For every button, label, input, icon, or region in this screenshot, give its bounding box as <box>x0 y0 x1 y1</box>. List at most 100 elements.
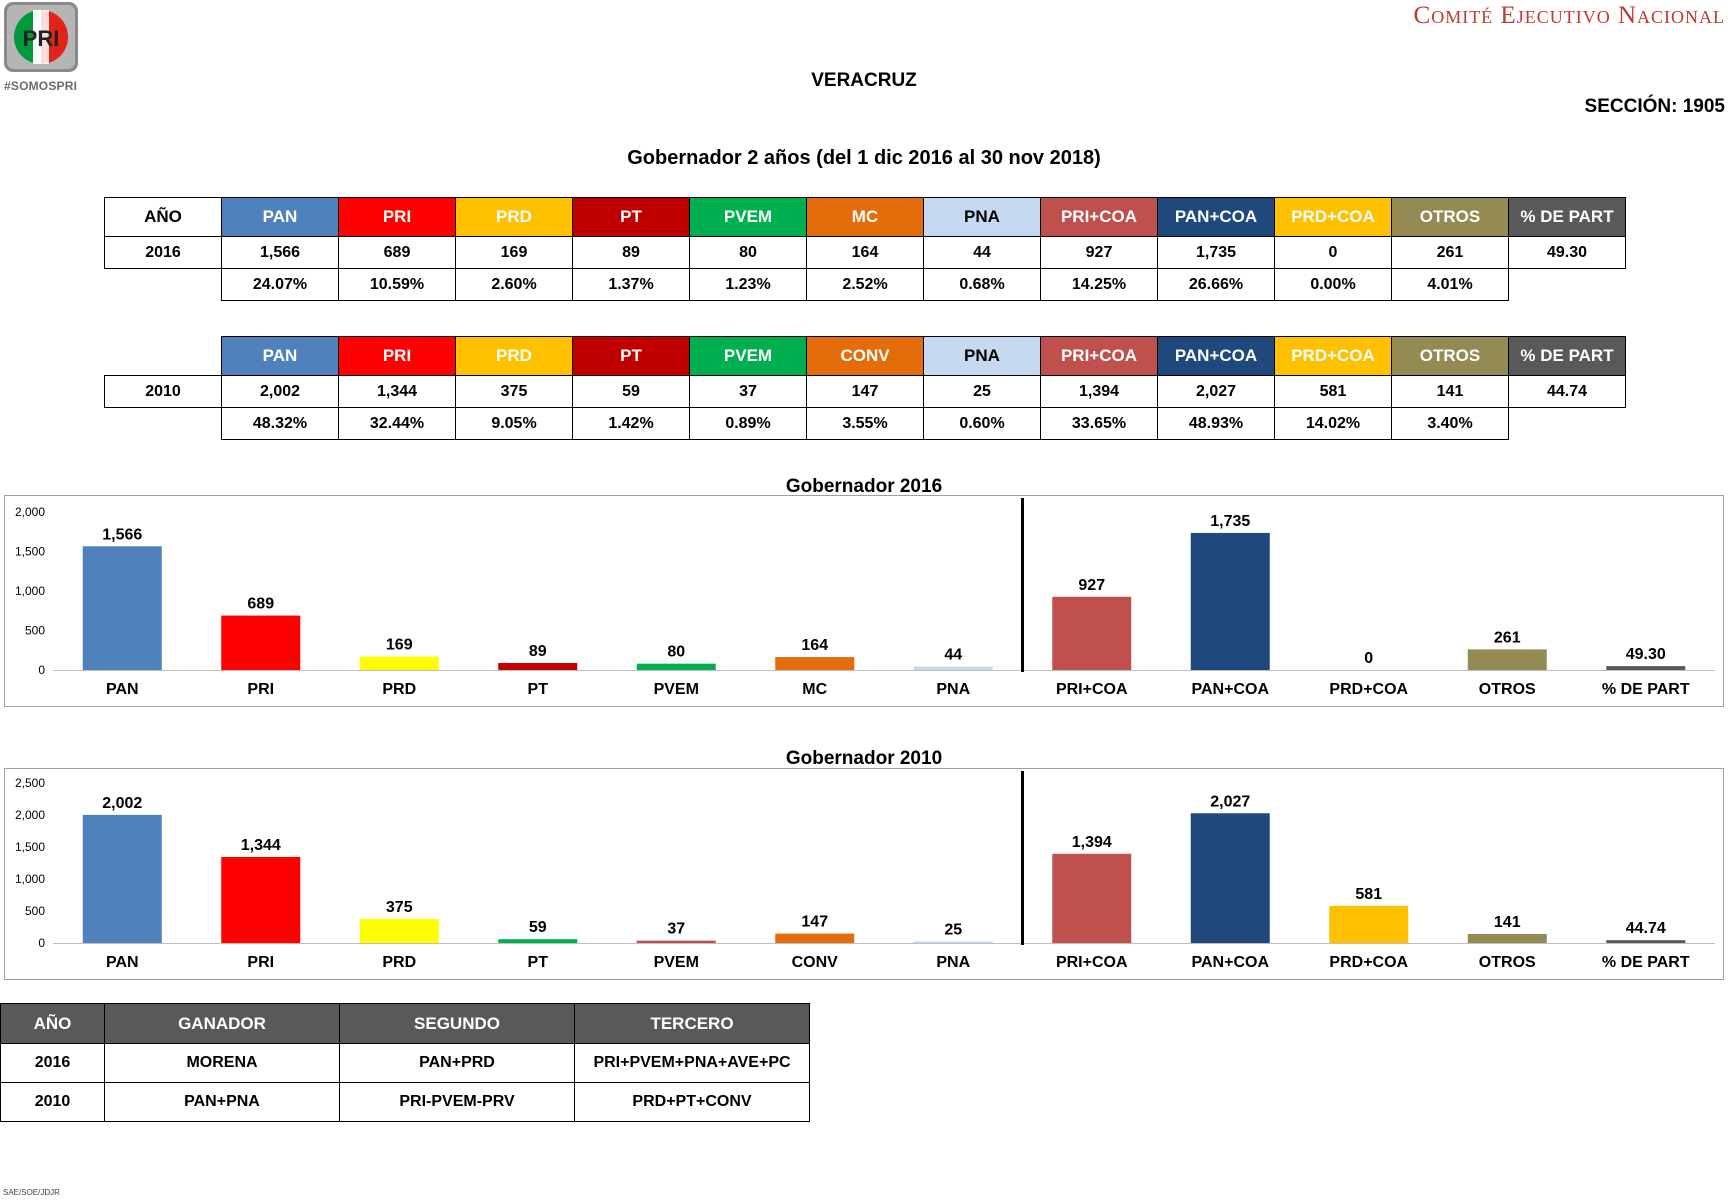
bar-mc <box>775 657 855 670</box>
bar-value-label: 261 <box>1494 629 1521 646</box>
header-otros: OTROS <box>1391 197 1509 237</box>
x-tick-label: PT <box>528 681 549 698</box>
x-tick-label: OTROS <box>1479 681 1536 698</box>
x-tick-label: MC <box>802 681 827 698</box>
empty-cell <box>1509 269 1626 301</box>
percent-prd-plus-coa: 0.00% <box>1274 268 1392 301</box>
bar-value-label: 89 <box>529 643 547 660</box>
bar-value-label: 37 <box>667 921 685 938</box>
votes-conv: 147 <box>806 375 924 408</box>
footer-code: SAE/SOE/JDJR <box>3 1188 60 1197</box>
chart-2016: 0 500 1,000 1,500 2,000 1,566 PAN 689 PRI 169 PRD 8… <box>4 495 1724 707</box>
percent-pt: 1.37% <box>572 268 690 301</box>
header-otros: OTROS <box>1391 336 1509 376</box>
organization-name: Comité Ejecutivo Nacional <box>1413 2 1725 29</box>
bar-value-label: 927 <box>1078 577 1105 594</box>
header-prd: PRD <box>455 336 573 376</box>
percent-pan-plus-coa: 48.93% <box>1157 407 1275 440</box>
bar-pct-de-part <box>1606 666 1686 670</box>
hashtag-label: #SOMOSPRI <box>4 79 78 93</box>
x-tick-label: PRD+COA <box>1329 681 1408 698</box>
section-label: SECCIÓN: 1905 <box>1584 96 1725 117</box>
empty-cell <box>1509 408 1626 440</box>
y-tick-label: 1,500 <box>15 840 45 854</box>
state-title: VERACRUZ <box>811 70 917 91</box>
votes-prd: 375 <box>455 375 573 408</box>
y-tick-label: 2,000 <box>15 808 45 822</box>
bar-prd <box>359 919 439 943</box>
y-tick-label: 500 <box>25 904 45 918</box>
bar-value-label: 1,735 <box>1210 513 1250 530</box>
bar-conv <box>775 933 855 943</box>
winners-first: MORENA <box>104 1043 340 1083</box>
percent-pan: 24.07% <box>221 268 339 301</box>
header-pri: PRI <box>338 336 456 376</box>
header-pan-plus-coa: PAN+COA <box>1157 336 1275 376</box>
header-pct-de-part: % DE PART <box>1508 197 1626 237</box>
header-pan-plus-coa: PAN+COA <box>1157 197 1275 237</box>
bar-prd <box>359 656 439 670</box>
x-tick-label: PAN+COA <box>1192 954 1270 971</box>
votes-otros: 141 <box>1391 375 1509 408</box>
percent-row: 48.32% 32.44% 9.05% 1.42% 0.89% 3.55% 0.60% 33.… <box>105 407 1626 440</box>
header-prd: PRD <box>455 197 573 237</box>
percent-prd: 2.60% <box>455 268 573 301</box>
y-tick-label: 2,000 <box>15 505 45 519</box>
percent-prd-plus-coa: 14.02% <box>1274 407 1392 440</box>
y-tick-label: 1,500 <box>15 545 45 559</box>
bar-value-label: 689 <box>247 596 274 613</box>
votes-pan-plus-coa: 2,027 <box>1157 375 1275 408</box>
votes-pri-plus-coa: 1,394 <box>1040 375 1158 408</box>
bar-otros <box>1467 649 1547 670</box>
votes-pvem: 80 <box>689 236 807 269</box>
bar-pri <box>221 615 301 670</box>
bar-pt <box>498 662 578 670</box>
x-tick-label: PNA <box>936 681 970 698</box>
percent-pri: 32.44% <box>338 407 456 440</box>
winners-year: 2016 <box>0 1043 105 1083</box>
votes-row: 2010 2,002 1,344 375 59 37 147 25 1,394 2,027 581… <box>104 375 1626 408</box>
winners-third: PRI+PVEM+PNA+AVE+PC <box>574 1043 810 1083</box>
year-header-cell: AÑO <box>104 197 222 237</box>
winners-header-second: SEGUNDO <box>339 1003 575 1044</box>
bar-value-label: 49.30 <box>1626 646 1666 663</box>
y-tick-label: 0 <box>38 663 45 677</box>
bar-pri-plus-coa <box>1052 853 1132 943</box>
svg-text:PRI: PRI <box>23 26 60 51</box>
x-tick-label: PVEM <box>654 954 699 971</box>
results-table-2010: PAN PRI PRD PT PVEM CONV PNA PRI+COA PAN+COA PRD+… <box>104 336 1626 440</box>
bar-value-label: 44.74 <box>1626 920 1666 937</box>
header-pna: PNA <box>923 197 1041 237</box>
bar-pan <box>82 546 162 670</box>
bar-pri-plus-coa <box>1052 596 1132 670</box>
percent-pan: 48.32% <box>221 407 339 440</box>
percent-pvem: 1.23% <box>689 268 807 301</box>
percent-pri: 10.59% <box>338 268 456 301</box>
empty-cell <box>105 408 222 440</box>
bar-pri <box>221 856 301 943</box>
bar-value-label: 164 <box>801 637 828 654</box>
votes-prd-plus-coa: 0 <box>1274 236 1392 269</box>
bar-pct-de-part <box>1606 940 1686 943</box>
x-tick-label: PRI+COA <box>1056 681 1128 698</box>
bar-pan-plus-coa <box>1190 532 1270 670</box>
empty-cell <box>105 269 222 301</box>
winners-header-year: AÑO <box>0 1003 105 1044</box>
header-pan: PAN <box>221 336 339 376</box>
x-tick-label: PRI+COA <box>1056 954 1128 971</box>
y-tick-label: 1,000 <box>15 872 45 886</box>
bar-pan-plus-coa <box>1190 813 1270 943</box>
bar-value-label: 375 <box>386 899 413 916</box>
winners-header-third: TERCERO <box>574 1003 810 1044</box>
header-pt: PT <box>572 336 690 376</box>
votes-pan: 1,566 <box>221 236 339 269</box>
votes-pt: 89 <box>572 236 690 269</box>
x-tick-label: PT <box>528 954 549 971</box>
winners-second: PRI-PVEM-PRV <box>339 1082 575 1122</box>
percent-pri-plus-coa: 14.25% <box>1040 268 1158 301</box>
winners-year: 2010 <box>0 1082 105 1122</box>
votes-pri: 689 <box>338 236 456 269</box>
header-prd-plus-coa: PRD+COA <box>1274 197 1392 237</box>
y-tick-label: 2,500 <box>15 776 45 790</box>
header-pct-de-part: % DE PART <box>1508 336 1626 376</box>
